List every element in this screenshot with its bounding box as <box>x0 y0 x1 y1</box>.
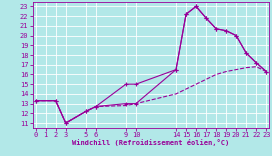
X-axis label: Windchill (Refroidissement éolien,°C): Windchill (Refroidissement éolien,°C) <box>72 139 230 146</box>
